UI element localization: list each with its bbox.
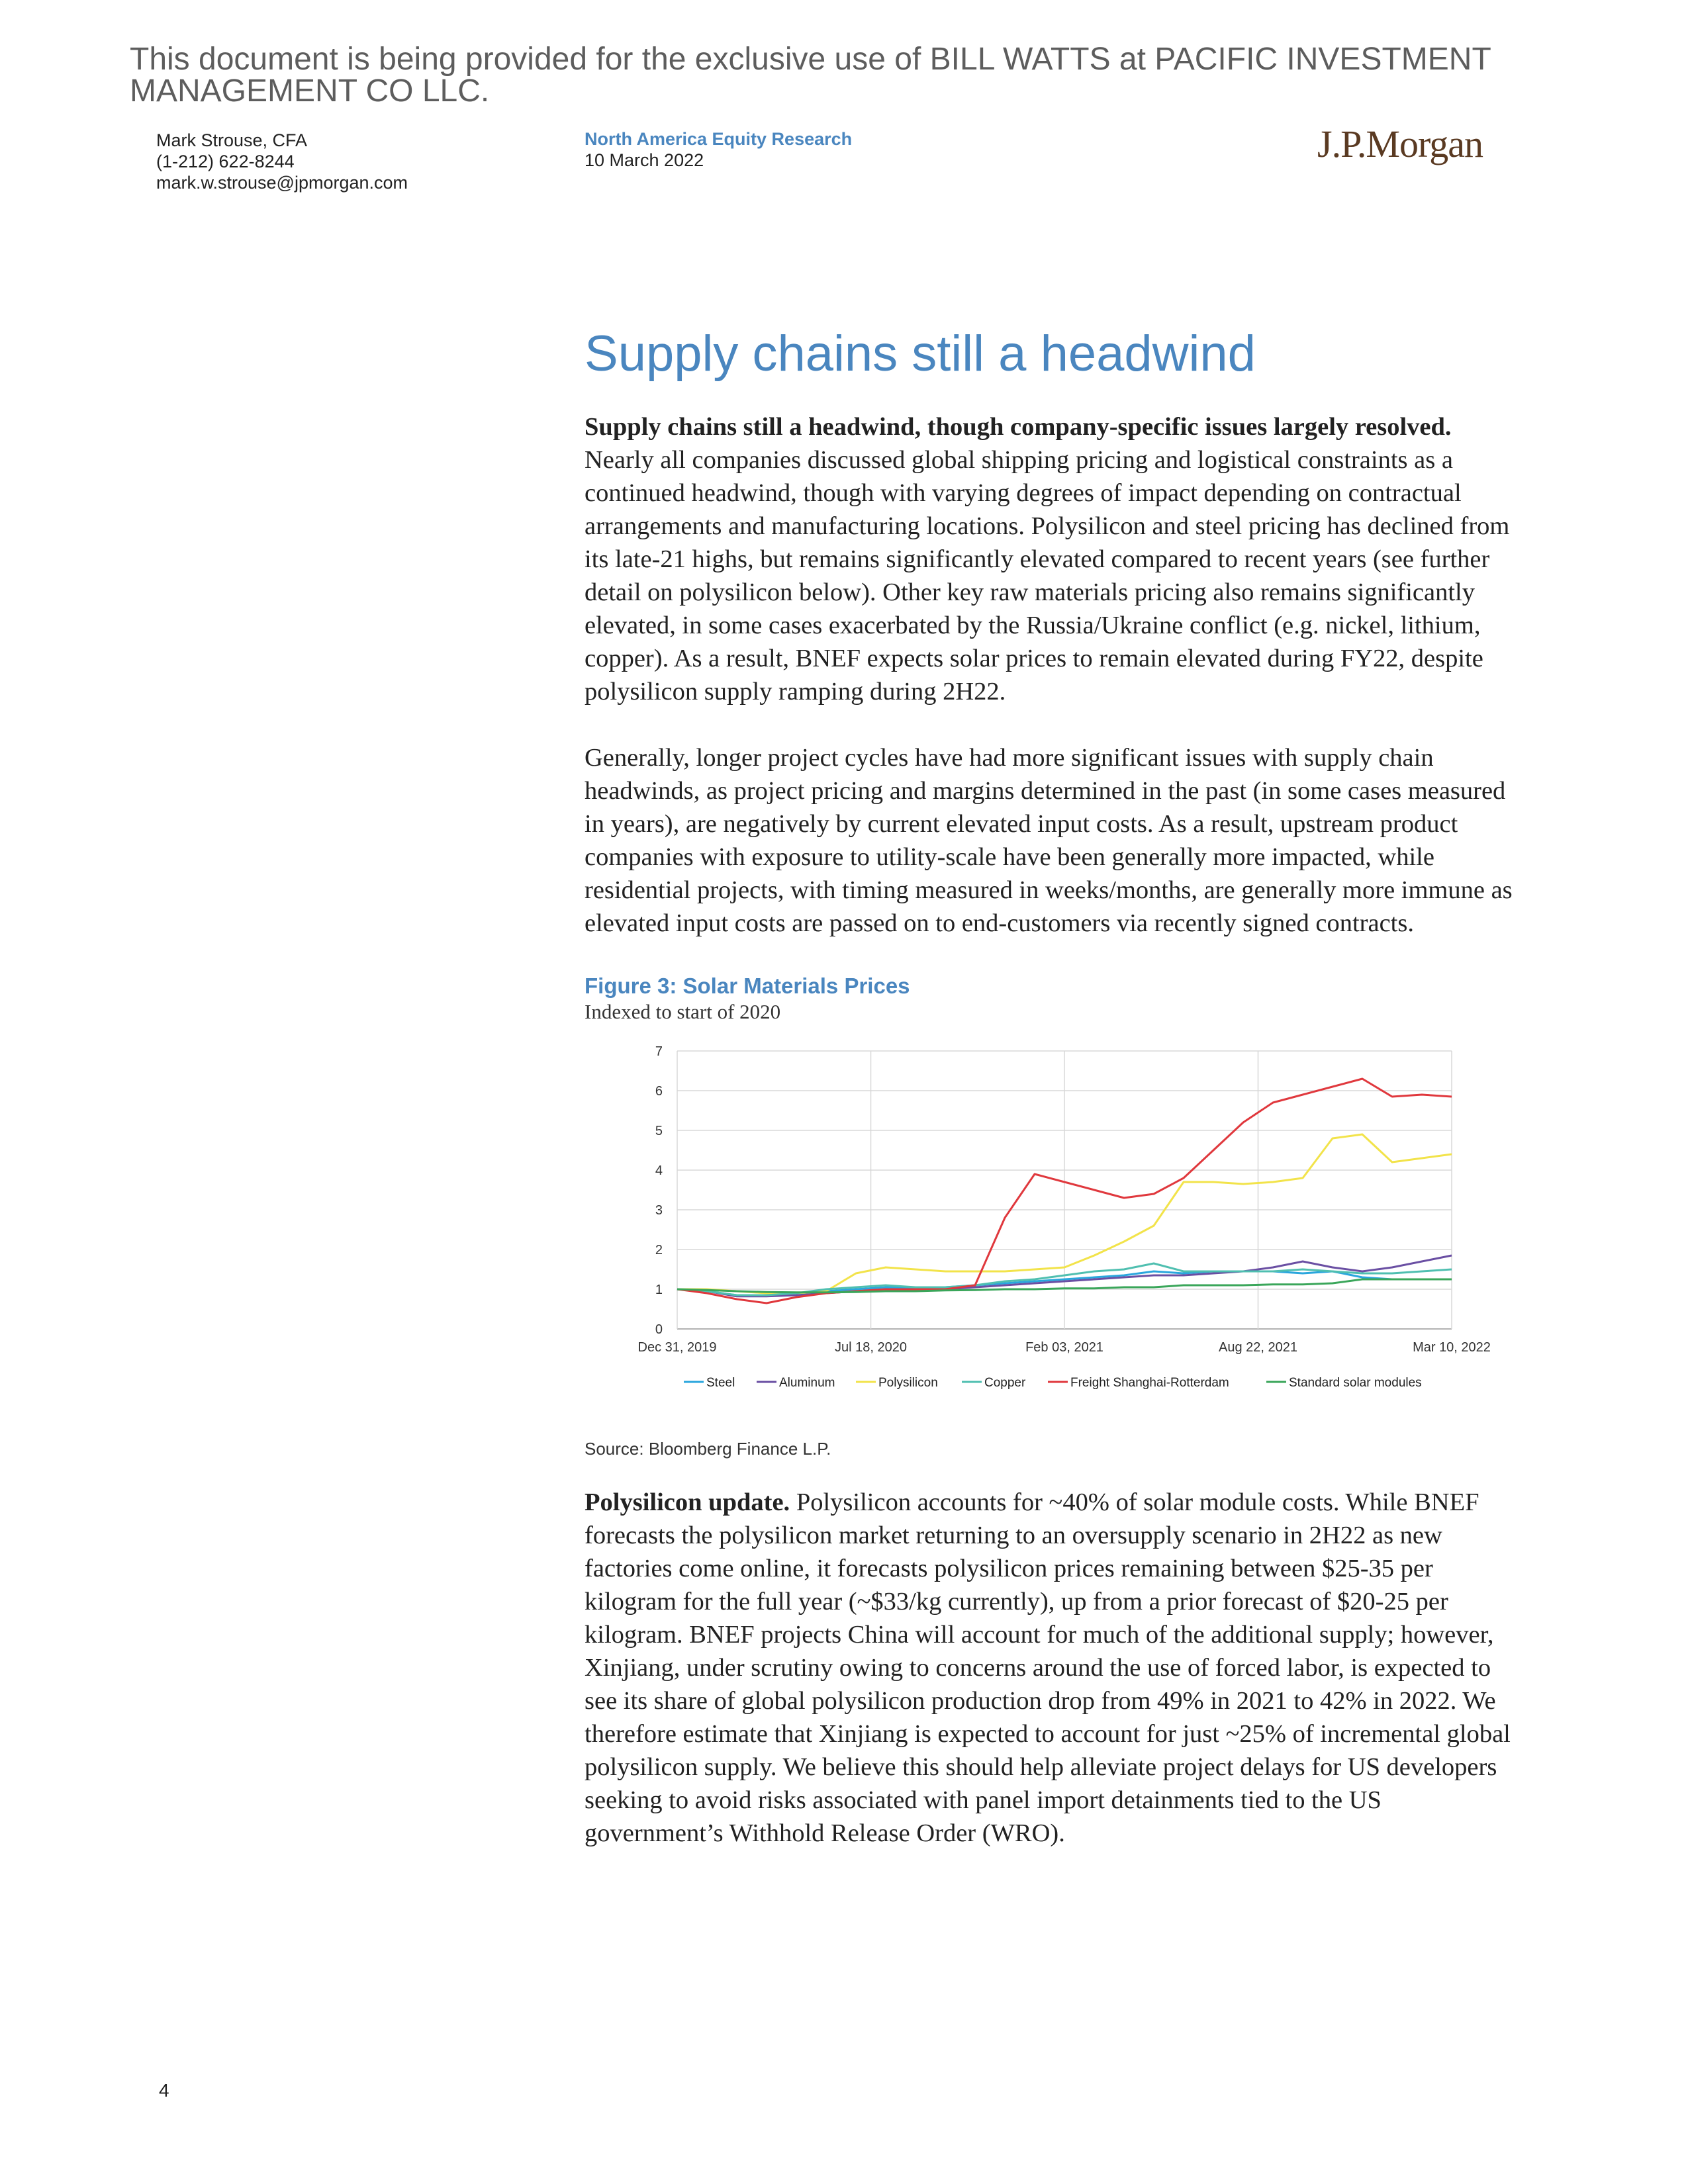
x-tick-label: Dec 31, 2019 bbox=[638, 1340, 717, 1355]
paragraph-body: Polysilicon accounts for ~40% of solar m… bbox=[585, 1488, 1511, 1847]
series-line-standard-solar-modules bbox=[677, 1278, 1452, 1294]
figure-title: Figure 3: Solar Materials Prices bbox=[585, 974, 910, 998]
paragraph-lead: Supply chains still a headwind, though c… bbox=[585, 413, 1452, 441]
legend-label: Copper bbox=[984, 1376, 1026, 1390]
research-header: North America Equity Research 10 March 2… bbox=[585, 128, 852, 171]
x-tick-label: Aug 22, 2021 bbox=[1219, 1340, 1297, 1355]
x-tick-label: Jul 18, 2020 bbox=[835, 1340, 907, 1355]
page-number: 4 bbox=[159, 2080, 169, 2101]
y-tick-label: 3 bbox=[655, 1203, 663, 1218]
y-tick-label: 4 bbox=[655, 1163, 663, 1178]
legend-label: Aluminum bbox=[779, 1376, 835, 1390]
line-chart: 0 1 2 3 4 5 6 7 Dec 31, 2019 Jul 18, 2020 Feb 03, … bbox=[638, 1044, 1491, 1390]
y-tick-label: 1 bbox=[655, 1283, 663, 1297]
series-line-aluminum bbox=[677, 1254, 1452, 1298]
y-tick-label: 0 bbox=[655, 1322, 663, 1337]
y-tick-label: 2 bbox=[655, 1243, 663, 1257]
figure-subtitle: Indexed to start of 2020 bbox=[585, 1000, 781, 1023]
paragraph-polysilicon: Polysilicon update. Polysilicon accounts… bbox=[585, 1486, 1524, 1850]
legend-label: Freight Shanghai-Rotterdam bbox=[1070, 1376, 1229, 1390]
legend-label: Polysilicon bbox=[878, 1376, 938, 1390]
legend-label: Standard solar modules bbox=[1289, 1376, 1422, 1390]
author-name: Mark Strouse, CFA bbox=[156, 130, 308, 150]
x-tick-label: Mar 10, 2022 bbox=[1413, 1340, 1491, 1355]
jpmorgan-logo: J.P.Morgan bbox=[1317, 122, 1483, 165]
research-unit: North America Equity Research bbox=[585, 129, 853, 149]
x-tick-label: Feb 03, 2021 bbox=[1025, 1340, 1103, 1355]
paragraph-body: Nearly all companies discussed global sh… bbox=[585, 446, 1510, 705]
author-block: Mark Strouse, CFA (1-212) 622-8244 mark.… bbox=[156, 130, 408, 193]
figure-source: Source: Bloomberg Finance L.P. bbox=[585, 1439, 831, 1459]
section-title: Supply chains still a headwind bbox=[585, 326, 1256, 382]
y-tick-label: 6 bbox=[655, 1084, 663, 1099]
legend-label: Steel bbox=[706, 1376, 735, 1390]
y-tick-label: 7 bbox=[655, 1044, 663, 1059]
paragraph-project-cycles: Generally, longer project cycles have ha… bbox=[585, 744, 1513, 937]
series-line-freight-shanghai-rotterdam bbox=[677, 1077, 1452, 1304]
main-content: Supply chains still a headwind Supply ch… bbox=[585, 324, 1524, 1883]
watermark-text: This document is being provided for the … bbox=[130, 42, 1491, 109]
author-phone: (1-212) 622-8244 bbox=[156, 152, 295, 171]
chart-container: 0 1 2 3 4 5 6 7 Dec 31, 2019 Jul 18, 2020 Feb 03, … bbox=[585, 1038, 1524, 1408]
figure-block: Figure 3: Solar Materials Prices Indexed… bbox=[585, 973, 1524, 1459]
y-tick-label: 5 bbox=[655, 1124, 663, 1138]
report-date: 10 March 2022 bbox=[585, 150, 704, 170]
author-email[interactable]: mark.w.strouse@jpmorgan.com bbox=[156, 173, 408, 193]
paragraph-lead: Polysilicon update. bbox=[585, 1488, 790, 1516]
paragraph-supply-chains: Supply chains still a headwind, though c… bbox=[585, 410, 1524, 708]
